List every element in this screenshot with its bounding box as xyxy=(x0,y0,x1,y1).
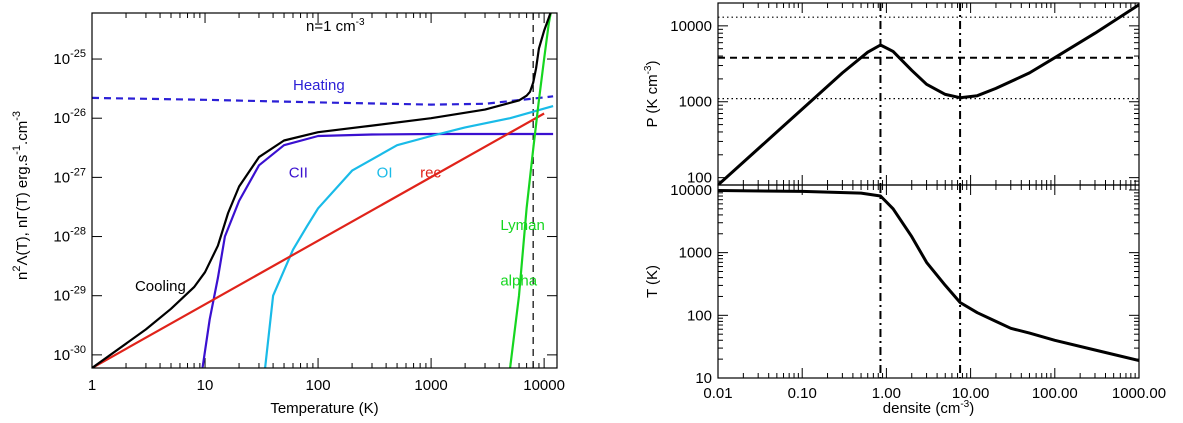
series-label: rec xyxy=(420,164,441,181)
x-tick-label: 100.00 xyxy=(1032,385,1078,402)
x-tick-label: 0.01 xyxy=(703,385,732,402)
x-tick-label: 10000 xyxy=(523,377,565,394)
x-tick-label: 1 xyxy=(88,377,96,394)
plot-frame xyxy=(91,12,558,369)
series-line xyxy=(92,13,552,368)
y-tick-label: 10000 xyxy=(670,18,712,35)
series-label: CII xyxy=(289,164,308,181)
x-tick-label: 100 xyxy=(306,377,331,394)
series-line xyxy=(201,132,554,368)
y-tick-label: 10-28 xyxy=(53,226,86,246)
right-bottom-plot-temperature: 10 100 1000 10000 0.01 0.10 1.00 10.00 100.00 100… xyxy=(644,182,1166,417)
x-tick-label: 10 xyxy=(197,377,214,394)
y-tick-label: 10-25 xyxy=(53,48,86,68)
left-plot-cooling-heating: 10-30 10-29 10-28 10-27 10-26 10-25 1 10 100 1000… xyxy=(11,12,565,417)
series-label: Heating xyxy=(293,77,345,94)
y-tick-label: 100 xyxy=(687,170,712,187)
y-tick-label: 100 xyxy=(687,307,712,324)
y-tick-label: 10000 xyxy=(670,182,712,199)
series-line xyxy=(718,189,1139,362)
series-line xyxy=(509,13,552,368)
series-label: Lyman xyxy=(500,217,544,234)
x-axis-label: densite (cm-3) xyxy=(883,399,974,417)
series-line xyxy=(92,95,554,106)
density-annotation: n=1 cm-3 xyxy=(306,17,365,35)
series-line xyxy=(718,3,1139,185)
y-tick-label: 10-27 xyxy=(53,166,86,186)
x-axis-label: Temperature (K) xyxy=(270,400,378,417)
x-tick-label: 1.00 xyxy=(872,385,901,402)
y-axis-label: n2Λ(T), nΓ(T) erg.s-1.cm-3 xyxy=(11,111,31,280)
x-tick-label: 1000 xyxy=(414,377,447,394)
y-tick-label: 10-26 xyxy=(53,107,86,127)
y-tick-label: 10 xyxy=(695,370,712,387)
series-label: OI xyxy=(377,164,393,181)
x-tick-label: 10.00 xyxy=(952,385,990,402)
right-top-plot-pressure: 100 1000 10000 P (K cm-3) xyxy=(643,2,1140,187)
plot-frame xyxy=(717,184,1140,379)
y-axis-label: T (K) xyxy=(644,265,661,298)
y-tick-label: 10-29 xyxy=(53,285,86,305)
y-tick-label: 10-30 xyxy=(53,344,86,364)
y-tick-label: 1000 xyxy=(679,245,712,262)
y-axis-label: P (K cm-3) xyxy=(643,61,661,128)
series-line xyxy=(92,112,545,368)
series-label: alpha xyxy=(500,272,537,289)
series-line xyxy=(264,105,554,368)
x-tick-label: 0.10 xyxy=(788,385,817,402)
series-label: Cooling xyxy=(135,278,186,295)
plot-frame xyxy=(717,2,1140,186)
x-tick-label: 1000.00 xyxy=(1112,385,1166,402)
y-tick-label: 1000 xyxy=(679,94,712,111)
